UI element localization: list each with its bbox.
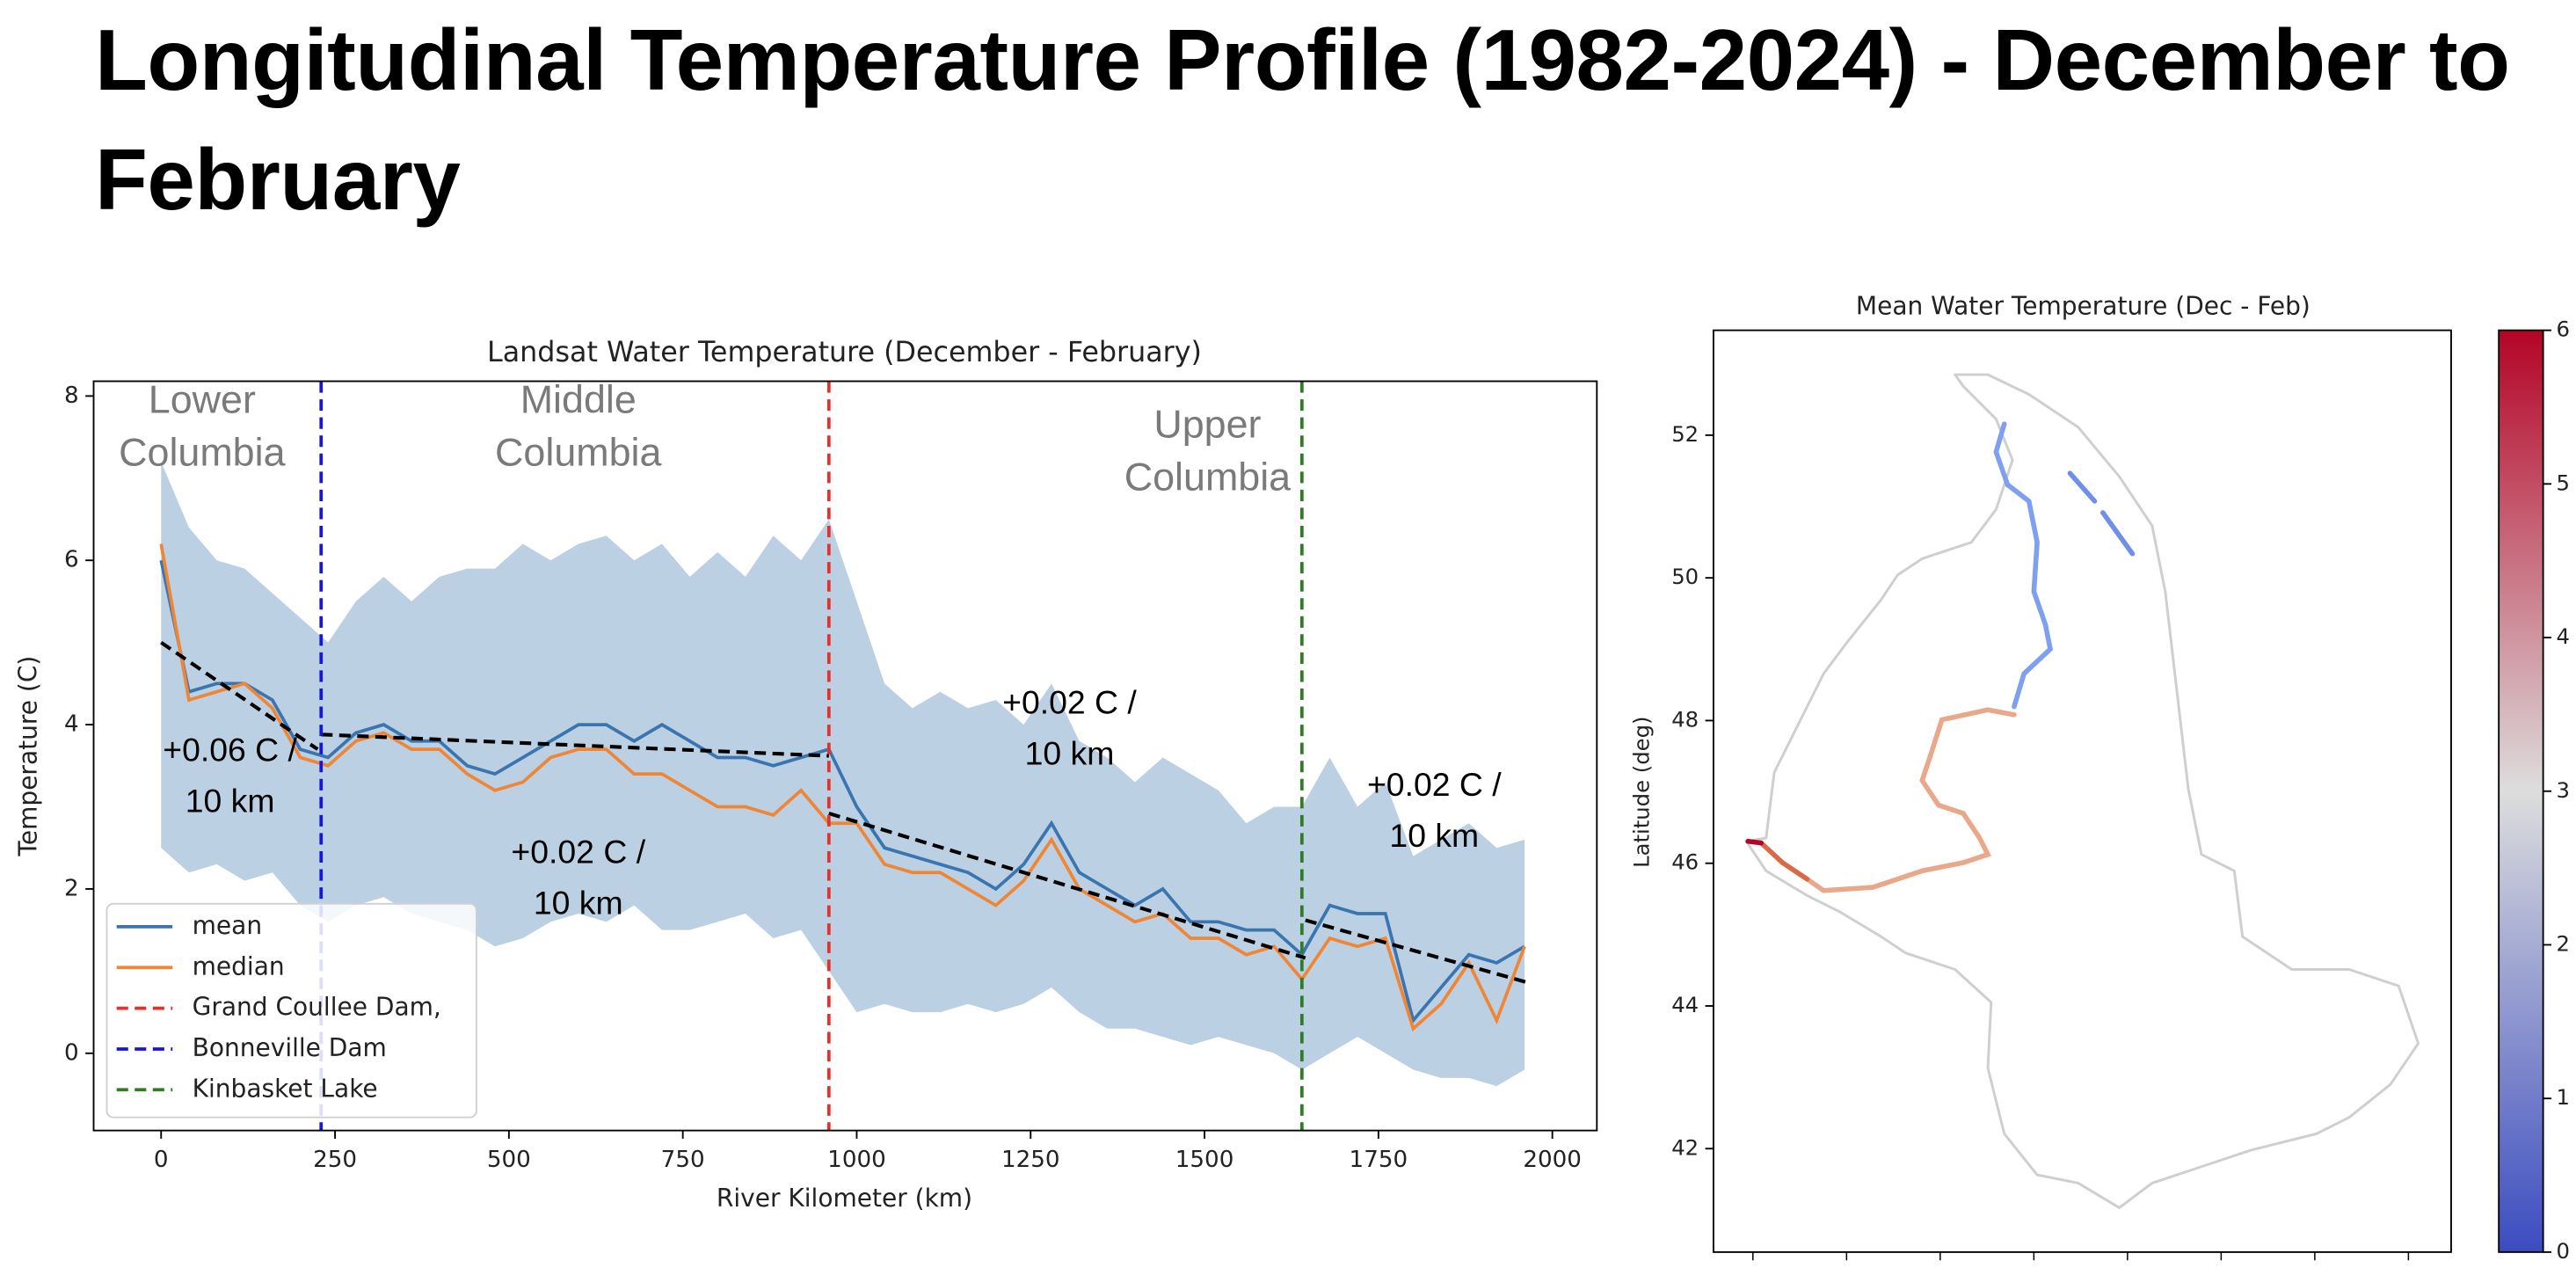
trend-label: +0.02 C / [1002,684,1137,721]
y-axis-label: Temperature (C) [14,656,43,857]
colorbar-tick-label: 2 [2557,930,2570,956]
region-label: Columbia [1124,455,1291,499]
trend-label: 10 km [1389,817,1479,854]
x-tick-label: 2000 [1523,1147,1582,1173]
trend-line [1305,918,1529,985]
x-tick-label: 500 [487,1147,531,1173]
y-tick-label: 46 [1671,849,1699,875]
series-line [159,543,1526,1032]
map-y-label: Latitude (deg) [1629,717,1655,868]
x-tick-label: 1750 [1350,1147,1408,1173]
trend-line [160,640,319,751]
map-frame [1713,329,2452,1253]
colorbar-tick-label: 1 [2557,1084,2570,1110]
chart-title: Landsat Water Temperature (December - Fe… [487,337,1202,368]
region-label: Middle [520,377,637,422]
trend-label: 10 km [186,783,275,820]
colorbar [2498,329,2544,1253]
basin-outline [1744,373,2420,1209]
map-title: Mean Water Temperature (Dec - Feb) [1856,291,2310,320]
axes-frame [92,380,1598,1132]
trend-line [828,812,1306,960]
river-mouth [1745,838,1764,846]
colorbar-tick-label: 3 [2557,777,2570,803]
colorbar-tick-label: 0 [2557,1238,2570,1264]
trend-label: +0.02 C / [1367,766,1502,803]
trend-label: +0.06 C / [163,732,297,769]
region-label: Upper [1153,402,1261,447]
legend-label: mean [193,911,262,940]
plot-area [159,462,1529,1087]
y-tick-label: 42 [1671,1134,1699,1160]
river-middle [1804,707,2017,893]
y-tick-label: 6 [64,547,79,573]
colorbar-tick-label: 6 [2557,317,2570,342]
y-tick-label: 50 [1671,564,1699,589]
trend-line [321,732,829,758]
x-tick-label: 1250 [1001,1147,1060,1173]
trend-label: 10 km [1025,734,1115,771]
legend: mean median Grand Coullee Dam, Bonneville D… [106,902,477,1119]
region-label: Columbia [495,429,661,474]
x-tick-label: 250 [313,1147,357,1173]
y-tick-label: 4 [64,711,79,738]
x-tick-label: 1500 [1175,1147,1234,1173]
map-x-ticks [1752,1251,2410,1261]
legend-label: Bonneville Dam [193,1033,387,1062]
y-tick-label: 44 [1671,992,1699,1017]
y-tick-label: 52 [1671,421,1699,447]
x-tick-label: 1000 [827,1147,886,1173]
x-tick-label: 0 [154,1147,169,1173]
map [1744,373,2420,1261]
river-upper-lake [2067,470,2136,557]
x-axis-label: River Kilometer (km) [717,1184,972,1213]
legend-label: Kinbasket Lake [193,1074,378,1103]
colorbar-tick-label: 5 [2557,470,2570,495]
colorbar-tick-label: 4 [2557,623,2570,649]
y-tick-label: 8 [64,383,79,409]
legend-box [106,902,477,1119]
region-label: Lower [149,377,256,422]
river-upper [1993,421,2054,710]
legend-label: Grand Coullee Dam, [193,993,441,1022]
y-tick-label: 2 [64,875,79,901]
page-title: Longitudinal Temperature Profile (1982-2… [95,11,2510,228]
trend-label: 10 km [534,885,623,922]
trend-label: +0.02 C / [511,834,645,871]
x-tick-label: 750 [661,1147,705,1173]
river-lower [1758,840,1810,882]
y-tick-label: 0 [64,1039,79,1066]
region-label: Columbia [119,429,285,474]
series-line [159,559,1525,1024]
y-tick-label: 48 [1671,706,1699,732]
legend-label: median [193,951,285,980]
